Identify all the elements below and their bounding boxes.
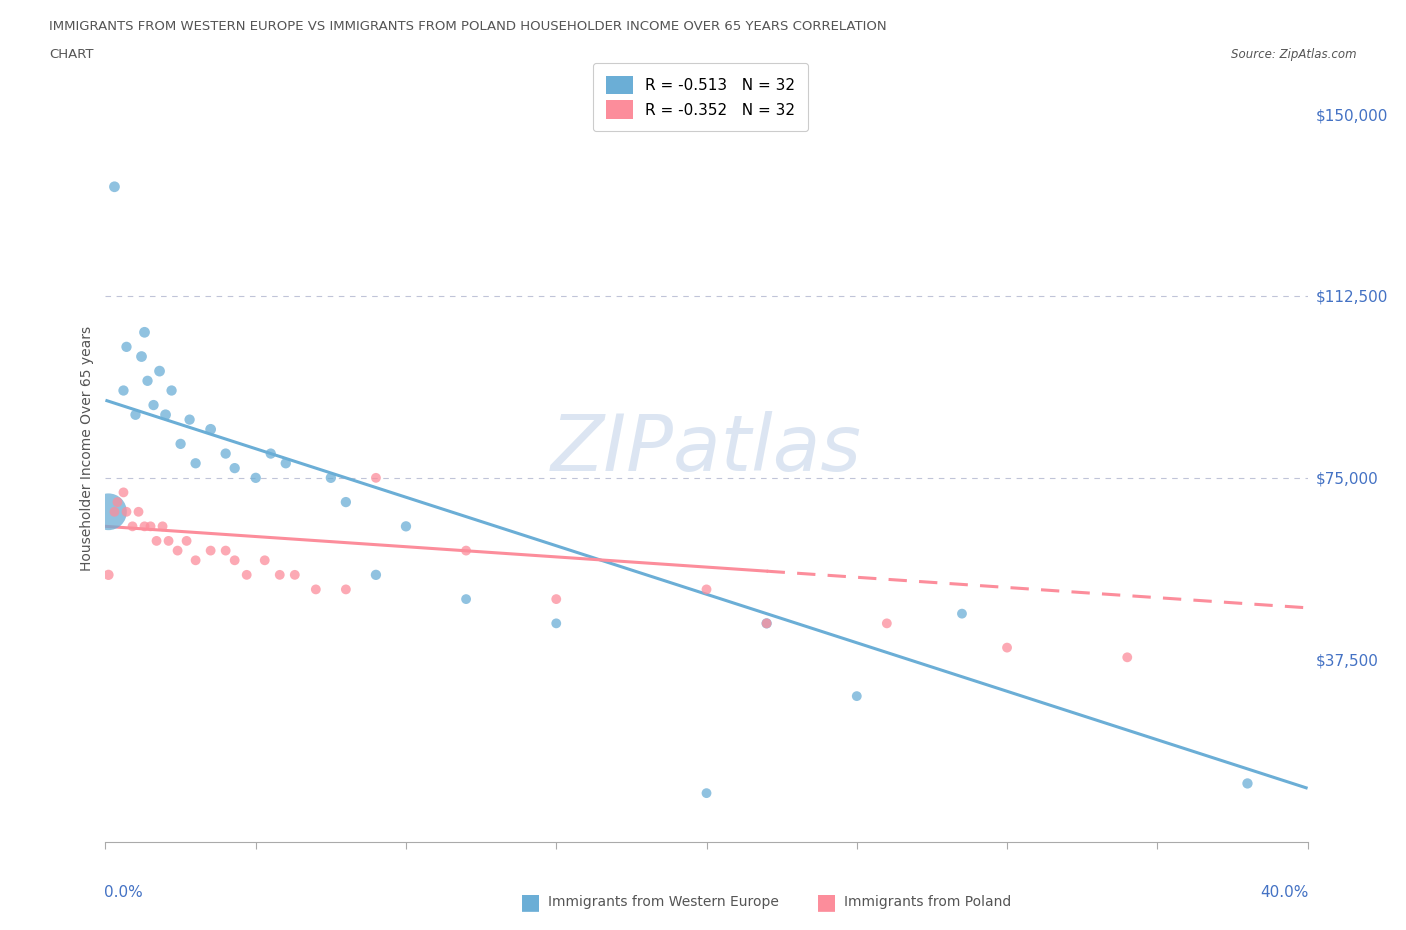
Point xyxy=(546,616,568,631)
Point xyxy=(160,383,183,398)
Point xyxy=(103,179,125,194)
Point xyxy=(121,519,143,534)
Point xyxy=(224,552,246,567)
Point xyxy=(454,543,477,558)
Point xyxy=(134,325,156,339)
Point xyxy=(454,591,477,606)
Point xyxy=(166,543,188,558)
Point xyxy=(253,552,276,567)
Point xyxy=(136,373,159,388)
Point xyxy=(696,582,718,597)
Point xyxy=(124,407,146,422)
Point xyxy=(112,485,135,499)
Point xyxy=(112,383,135,398)
Point xyxy=(876,616,898,631)
Point xyxy=(395,519,418,534)
Text: 0.0%: 0.0% xyxy=(104,884,143,900)
Point xyxy=(97,504,120,519)
Point xyxy=(184,552,207,567)
Point xyxy=(148,364,170,379)
Text: ZIPatlas: ZIPatlas xyxy=(551,411,862,486)
Point xyxy=(1236,776,1258,790)
Point xyxy=(145,534,167,549)
Text: Immigrants from Western Europe: Immigrants from Western Europe xyxy=(548,895,779,910)
Text: Immigrants from Poland: Immigrants from Poland xyxy=(844,895,1011,910)
Point xyxy=(335,495,357,510)
Text: Source: ZipAtlas.com: Source: ZipAtlas.com xyxy=(1232,48,1357,61)
Text: ■: ■ xyxy=(520,892,541,912)
Point xyxy=(950,606,973,621)
Point xyxy=(274,456,297,471)
Point xyxy=(176,534,198,549)
Point xyxy=(335,582,357,597)
Point xyxy=(157,534,180,549)
Point xyxy=(319,471,342,485)
Point xyxy=(179,412,201,427)
Point xyxy=(134,519,156,534)
Point xyxy=(139,519,162,534)
Point xyxy=(155,407,177,422)
Text: CHART: CHART xyxy=(49,48,94,61)
Point xyxy=(184,456,207,471)
Point xyxy=(200,543,222,558)
Point xyxy=(200,422,222,437)
Point xyxy=(696,786,718,801)
Text: 40.0%: 40.0% xyxy=(1260,884,1309,900)
Point xyxy=(364,567,387,582)
Point xyxy=(546,591,568,606)
Legend: R = -0.513   N = 32, R = -0.352   N = 32: R = -0.513 N = 32, R = -0.352 N = 32 xyxy=(593,63,807,131)
Point xyxy=(284,567,307,582)
Point xyxy=(235,567,257,582)
Point xyxy=(260,446,283,461)
Point xyxy=(169,436,191,451)
Point xyxy=(103,504,125,519)
Point xyxy=(224,460,246,475)
Point xyxy=(755,616,778,631)
Point xyxy=(364,471,387,485)
Point xyxy=(131,349,153,364)
Point xyxy=(1116,650,1139,665)
Y-axis label: Householder Income Over 65 years: Householder Income Over 65 years xyxy=(80,326,94,571)
Point xyxy=(152,519,174,534)
Text: ■: ■ xyxy=(815,892,837,912)
Point xyxy=(845,689,868,704)
Point xyxy=(107,495,129,510)
Point xyxy=(214,543,236,558)
Point xyxy=(245,471,267,485)
Point xyxy=(142,398,165,413)
Point xyxy=(305,582,328,597)
Point xyxy=(128,504,150,519)
Point xyxy=(115,504,138,519)
Point xyxy=(755,616,778,631)
Point xyxy=(269,567,291,582)
Point xyxy=(115,339,138,354)
Point xyxy=(97,567,120,582)
Point xyxy=(214,446,236,461)
Point xyxy=(995,640,1018,655)
Text: IMMIGRANTS FROM WESTERN EUROPE VS IMMIGRANTS FROM POLAND HOUSEHOLDER INCOME OVER: IMMIGRANTS FROM WESTERN EUROPE VS IMMIGR… xyxy=(49,20,887,33)
